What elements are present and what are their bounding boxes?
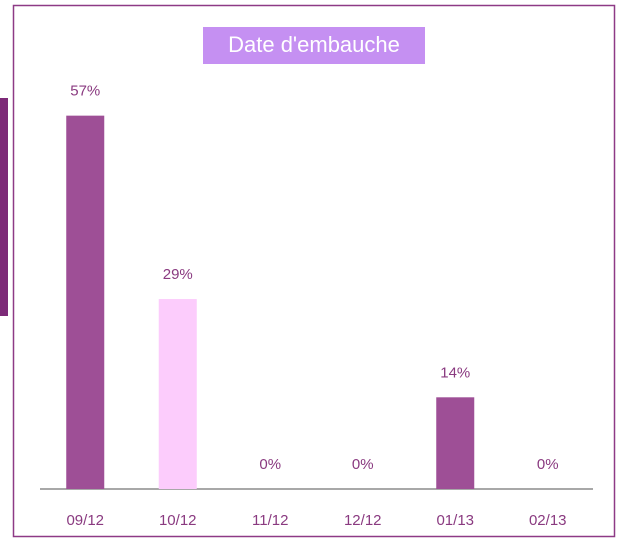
data-label: 57% xyxy=(70,83,100,100)
x-tick-label: 01/13 xyxy=(436,512,474,529)
x-tick-label: 09/12 xyxy=(66,512,104,529)
chart-frame xyxy=(12,4,616,538)
x-tick-label: 02/13 xyxy=(529,512,567,529)
side-panel-edge xyxy=(0,98,8,316)
bar xyxy=(66,115,105,490)
data-label: 0% xyxy=(352,456,374,473)
data-label: 0% xyxy=(259,456,281,473)
data-label: 14% xyxy=(440,364,470,381)
x-tick-label: 11/12 xyxy=(252,512,288,529)
x-tick-label: 10/12 xyxy=(159,512,197,529)
data-label: 0% xyxy=(537,456,559,473)
bar xyxy=(436,397,475,489)
data-label: 29% xyxy=(163,266,193,283)
x-tick-label: 12/12 xyxy=(344,512,382,529)
title-box xyxy=(203,27,425,64)
bar xyxy=(158,299,197,489)
chart-title: Date d'embauche xyxy=(228,32,400,57)
